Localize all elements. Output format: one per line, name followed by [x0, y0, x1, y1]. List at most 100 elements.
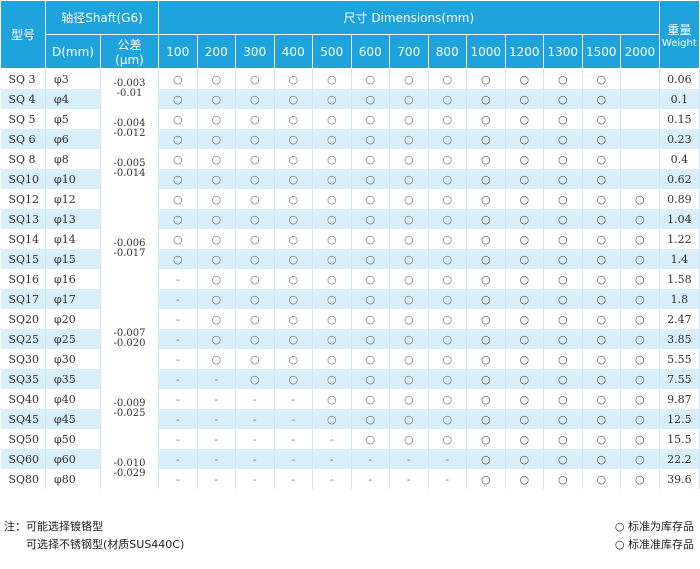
availability: ○: [428, 389, 467, 409]
availability: ○: [389, 169, 429, 189]
diameter: φ40: [45, 389, 101, 409]
availability: ○: [543, 249, 583, 269]
availability: ○: [543, 89, 583, 109]
availability: ○: [312, 329, 352, 349]
availability: ○: [158, 129, 198, 149]
availability: [620, 68, 660, 89]
tolerance: -0.010 -0.029: [100, 449, 159, 489]
availability: ○: [466, 169, 506, 189]
availability: ○: [466, 329, 506, 349]
availability: ○: [428, 249, 467, 269]
weight: 0.15: [659, 109, 700, 129]
row: SQ 4 φ4 ○ ○ ○ ○ ○ ○ ○ ○ ○ ○ ○ ○ 0.1: [0, 89, 700, 109]
availability: -: [389, 449, 429, 469]
availability: ○: [428, 349, 467, 369]
weight: 0.62: [659, 169, 700, 189]
availability: ○: [582, 129, 621, 149]
tolerance-value: -0.005: [113, 158, 146, 169]
availability: ○: [235, 229, 275, 249]
availability: ○: [235, 89, 275, 109]
availability: ○: [274, 289, 313, 309]
availability: -: [158, 469, 198, 489]
row: SQ17 φ17- ○ ○ ○ ○ ○ ○ ○ ○ ○ ○ ○ ○ 1.8: [0, 289, 700, 309]
availability: ○: [235, 109, 275, 129]
availability: ○: [235, 149, 275, 169]
diameter: φ35: [45, 369, 101, 389]
availability: ○: [389, 389, 429, 409]
availability: ○: [543, 109, 583, 129]
availability: ○: [274, 169, 313, 189]
availability: ○: [312, 169, 352, 189]
availability: ○: [466, 369, 506, 389]
model: SQ45: [0, 409, 46, 429]
availability: ○: [235, 309, 275, 329]
availability: ○: [620, 289, 660, 309]
weight: 15.5: [659, 429, 700, 449]
availability: ○: [543, 429, 583, 449]
tolerance-value: -0.009: [113, 398, 146, 409]
availability: -: [158, 429, 198, 449]
availability: ○: [620, 349, 660, 369]
tolerance-value: -0.020: [113, 338, 146, 349]
availability: ○: [389, 89, 429, 109]
availability: ○: [620, 229, 660, 249]
tolerance-unit: (μm): [115, 53, 144, 67]
tolerance-value: -0.003: [113, 78, 146, 89]
size-header: 1000: [466, 34, 506, 69]
availability: ○: [389, 309, 429, 329]
availability: -: [274, 469, 313, 489]
notes: 注：可能选择镀铬型 可选择不锈钢型(材质SUS440C): [4, 518, 184, 554]
availability: ○: [428, 269, 467, 289]
availability: ○: [543, 449, 583, 469]
availability: ○: [389, 229, 429, 249]
availability: ○: [312, 289, 352, 309]
model: SQ30: [0, 349, 46, 369]
size-header: 300: [235, 34, 275, 69]
weight: 7.55: [659, 369, 700, 389]
availability: [620, 89, 660, 109]
weight: 12.5: [659, 409, 700, 429]
row: SQ 6 φ6 ○ ○ ○ ○ ○ ○ ○ ○ ○ ○ ○ ○ 0.23: [0, 129, 700, 149]
legend-item: ○ 标准准库存品: [614, 538, 694, 551]
model: SQ 8: [0, 149, 46, 169]
availability: ○: [351, 149, 390, 169]
availability: ○: [158, 149, 198, 169]
row: SQ40 φ40- - - - ○ ○ ○ ○ ○ ○ ○ ○ ○ 9.87: [0, 389, 700, 409]
availability: ○: [505, 269, 544, 289]
availability: -: [312, 469, 352, 489]
availability: ○: [274, 269, 313, 289]
availability: ○: [428, 129, 467, 149]
availability: ○: [505, 209, 544, 229]
availability: ○: [582, 349, 621, 369]
availability: ○: [582, 309, 621, 329]
availability: ○: [158, 249, 198, 269]
availability: ○: [274, 189, 313, 209]
tolerance-value: -0.010: [113, 458, 146, 469]
availability: ○: [505, 349, 544, 369]
availability: -: [274, 409, 313, 429]
availability: ○: [620, 469, 660, 489]
availability: -: [158, 329, 198, 349]
diameter: φ15: [45, 249, 101, 269]
row: SQ50 φ50- - - - - ○ ○ ○ ○ ○ ○ ○ ○ 15.5: [0, 429, 700, 449]
availability: ○: [312, 189, 352, 209]
availability: ○: [312, 109, 352, 129]
availability: ○: [428, 209, 467, 229]
model: SQ 4: [0, 89, 46, 109]
availability: ○: [197, 269, 236, 289]
diameter: φ13: [45, 209, 101, 229]
availability: ○: [505, 329, 544, 349]
tolerance-value: -0.004: [113, 118, 146, 129]
availability: ○: [351, 309, 390, 329]
model: SQ 6: [0, 129, 46, 149]
availability: ○: [389, 149, 429, 169]
tolerance-value: -0.006: [113, 238, 146, 249]
availability: -: [158, 349, 198, 369]
availability: ○: [351, 349, 390, 369]
availability: ○: [466, 409, 506, 429]
weight-en: Weight: [661, 37, 697, 49]
availability: -: [197, 369, 236, 389]
availability: ○: [428, 409, 467, 429]
availability: ○: [543, 469, 583, 489]
availability: ○: [543, 209, 583, 229]
